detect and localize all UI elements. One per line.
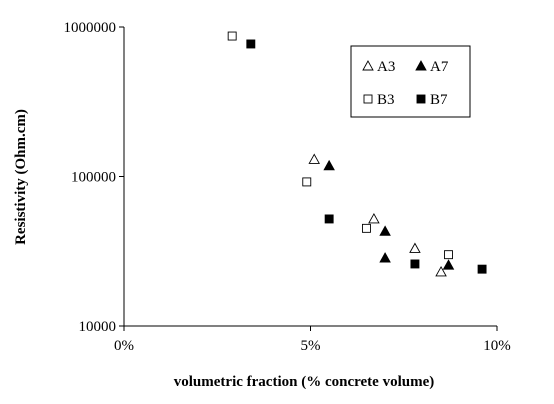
legend-box: [350, 45, 471, 118]
legend-marker-a3: [362, 60, 374, 71]
tick-labels: 10000 100000 1000000 0% 5% 10%: [64, 20, 511, 354]
data-point-a7: [442, 259, 455, 270]
x-tick-label: 0%: [114, 338, 134, 354]
data-point-a7: [323, 159, 335, 171]
data-point-b7: [477, 264, 487, 274]
x-axis-title: volumetric fraction (% concrete volume): [174, 374, 434, 390]
data-point-b3: [362, 223, 371, 233]
data-point-b3: [227, 31, 237, 41]
data-point-b3: [444, 250, 453, 260]
axes: [119, 26, 498, 331]
y-axis-title: Resistivity (Ohm.cm): [13, 109, 29, 245]
legend: A3 A7 B3 B7: [350, 45, 471, 118]
data-point-a7: [379, 225, 391, 236]
data-point-a7: [379, 252, 391, 263]
data-point-b7: [246, 39, 256, 49]
legend-marker-b3: [363, 94, 373, 104]
legend-marker-b7: [416, 94, 426, 104]
x-tick-label: 10%: [483, 338, 511, 354]
data-point-a3: [308, 153, 320, 164]
legend-marker-a7: [415, 60, 427, 71]
data-point-a3: [409, 242, 421, 253]
data-point-a3: [368, 213, 380, 224]
x-tick-label: 5%: [301, 338, 321, 354]
legend-label-b3: B3: [377, 92, 395, 108]
data-point-b7: [410, 259, 420, 269]
data-points: [227, 31, 487, 277]
legend-label-a3: A3: [377, 59, 395, 75]
data-point-b7: [324, 214, 334, 224]
legend-label-b7: B7: [430, 92, 448, 108]
data-point-b3: [302, 177, 312, 187]
y-tick-label: 10000: [79, 319, 117, 335]
y-tick-label: 1000000: [64, 20, 117, 36]
data-point-a3: [435, 265, 447, 277]
y-tick-label: 100000: [71, 170, 116, 186]
legend-label-a7: A7: [430, 59, 449, 75]
